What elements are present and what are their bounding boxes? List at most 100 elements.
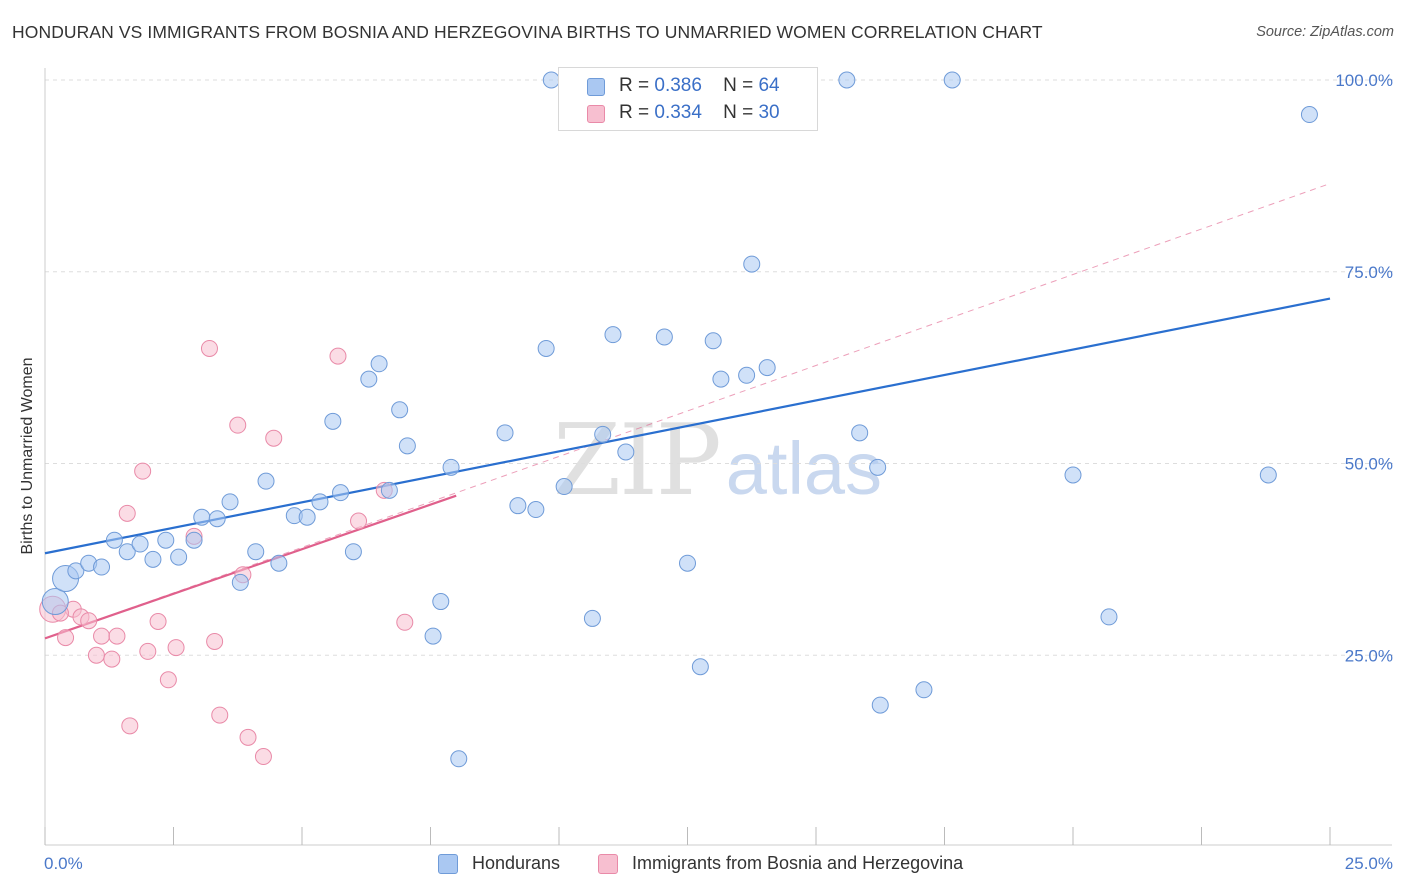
data-point-bosnia bbox=[206, 632, 224, 650]
data-point-hondurans bbox=[450, 750, 468, 768]
data-point-hondurans bbox=[442, 458, 460, 476]
data-point-hondurans bbox=[118, 543, 136, 561]
legend-swatch-pink bbox=[587, 105, 605, 123]
data-point-bosnia bbox=[329, 347, 347, 365]
data-point-hondurans bbox=[105, 531, 123, 549]
data-point-bosnia bbox=[396, 613, 414, 631]
data-point-hondurans bbox=[496, 424, 514, 442]
legend-r-value: 0.386 bbox=[654, 75, 702, 96]
data-point-hondurans bbox=[738, 366, 756, 384]
data-point-hondurans bbox=[617, 443, 635, 461]
data-point-hondurans bbox=[67, 562, 85, 580]
data-point-hondurans bbox=[704, 332, 722, 350]
data-point-hondurans bbox=[604, 326, 622, 344]
series-swatch-blue bbox=[438, 854, 458, 874]
data-point-hondurans bbox=[1300, 106, 1318, 124]
data-point-hondurans bbox=[594, 425, 612, 443]
data-point-hondurans bbox=[679, 554, 696, 572]
data-point-hondurans bbox=[208, 510, 226, 528]
data-point-bosnia bbox=[254, 747, 272, 765]
data-point-bosnia bbox=[93, 627, 111, 645]
trend-line-hondurans bbox=[44, 297, 1331, 555]
data-point-hondurans bbox=[655, 328, 673, 346]
data-point-hondurans bbox=[851, 424, 869, 442]
watermark: ZIPatlas bbox=[553, 404, 882, 518]
data-point-hondurans bbox=[344, 543, 362, 561]
data-point-hondurans bbox=[398, 437, 416, 455]
data-point-hondurans bbox=[93, 558, 111, 576]
data-point-hondurans bbox=[555, 478, 573, 496]
watermark-zip: ZIP bbox=[553, 404, 722, 518]
legend-r-value: 0.334 bbox=[654, 102, 702, 123]
legend-swatch-blue bbox=[587, 78, 605, 96]
series-swatch-pink bbox=[598, 854, 618, 874]
x-tick-label: 25.0% bbox=[1345, 854, 1393, 873]
chart-title: HONDURAN VS IMMIGRANTS FROM BOSNIA AND H… bbox=[12, 22, 1043, 42]
data-point-hondurans bbox=[1259, 466, 1277, 484]
data-point-hondurans bbox=[247, 543, 265, 561]
data-point-hondurans bbox=[424, 627, 442, 645]
data-point-hondurans bbox=[432, 593, 450, 611]
legend-r-label: R = bbox=[619, 75, 650, 96]
legend-n-label: N = bbox=[723, 75, 754, 96]
data-point-hondurans bbox=[691, 658, 709, 676]
data-point-bosnia bbox=[118, 504, 136, 522]
legend-n-label: N = bbox=[723, 102, 754, 123]
data-point-hondurans bbox=[871, 696, 889, 714]
data-point-hondurans bbox=[170, 548, 188, 566]
data-point-hondurans bbox=[41, 588, 69, 616]
watermark-atlas: atlas bbox=[725, 427, 883, 510]
data-point-bosnia bbox=[149, 613, 167, 631]
data-point-bosnia bbox=[167, 639, 185, 657]
source-label: Source: ZipAtlas.com bbox=[1256, 24, 1394, 40]
data-point-hondurans bbox=[185, 531, 203, 549]
axes bbox=[44, 68, 1392, 846]
trend-line-bosnia-extended bbox=[44, 183, 1331, 639]
data-point-hondurans bbox=[712, 370, 730, 388]
data-point-bosnia bbox=[80, 612, 98, 630]
data-point-hondurans bbox=[131, 535, 149, 553]
data-point-hondurans bbox=[231, 573, 249, 591]
legend-text: R = 0.334 N = 30 bbox=[619, 102, 780, 124]
data-point-bosnia bbox=[103, 650, 121, 668]
x-tick-label: 0.0% bbox=[44, 854, 83, 873]
data-point-bosnia bbox=[87, 646, 105, 664]
data-point-bosnia bbox=[57, 629, 75, 647]
data-point-hondurans bbox=[221, 493, 239, 511]
y-tick-label: 100.0% bbox=[1335, 71, 1393, 90]
data-point-bosnia bbox=[229, 416, 247, 434]
data-point-hondurans bbox=[1100, 608, 1118, 626]
data-point-hondurans bbox=[298, 508, 316, 526]
legend-n-value: 30 bbox=[758, 102, 780, 123]
data-point-hondurans bbox=[332, 484, 350, 502]
trend-lines bbox=[44, 183, 1331, 640]
data-point-bosnia bbox=[121, 717, 139, 735]
legend-r-label: R = bbox=[619, 102, 650, 123]
data-point-hondurans bbox=[380, 481, 398, 499]
correlation-legend: R = 0.386 N = 64 R = 0.334 N = 30 bbox=[558, 67, 818, 131]
series-label: Hondurans bbox=[472, 853, 561, 873]
y-tick-label: 75.0% bbox=[1345, 263, 1393, 282]
data-point-hondurans bbox=[157, 531, 175, 549]
trend-line-bosnia bbox=[44, 494, 457, 640]
data-point-bosnia bbox=[139, 642, 157, 660]
data-point-bosnia bbox=[159, 671, 177, 689]
data-point-hondurans bbox=[370, 355, 388, 373]
data-point-hondurans bbox=[743, 255, 761, 273]
legend-n-value: 64 bbox=[758, 75, 780, 96]
data-point-hondurans bbox=[324, 412, 342, 430]
data-point-hondurans bbox=[542, 71, 560, 89]
data-point-hondurans bbox=[869, 458, 887, 476]
data-point-hondurans bbox=[915, 681, 933, 699]
data-point-hondurans bbox=[311, 493, 329, 511]
data-point-hondurans bbox=[509, 497, 527, 515]
data-point-hondurans bbox=[537, 339, 555, 357]
data-point-bosnia bbox=[200, 339, 218, 357]
data-point-hondurans bbox=[391, 401, 409, 419]
data-point-bosnia bbox=[108, 627, 126, 645]
series-label: Immigrants from Bosnia and Herzegovina bbox=[632, 853, 964, 873]
data-point-hondurans bbox=[1064, 466, 1082, 484]
data-point-bosnia bbox=[265, 429, 283, 447]
y-tick-label: 50.0% bbox=[1345, 455, 1393, 474]
